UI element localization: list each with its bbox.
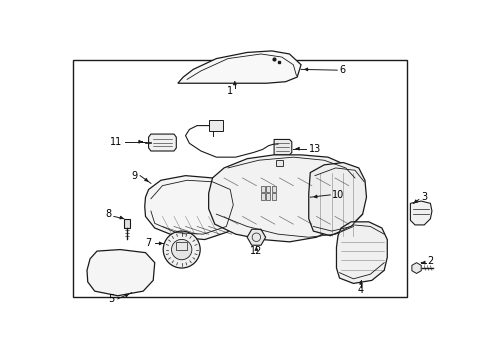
Polygon shape: [409, 201, 431, 225]
Bar: [123, 219, 130, 228]
Text: 9: 9: [131, 171, 138, 181]
Bar: [266, 186, 270, 192]
Text: 3: 3: [420, 192, 427, 202]
Bar: [176, 242, 187, 249]
Bar: [261, 186, 264, 192]
Text: 5: 5: [108, 294, 115, 304]
Bar: [271, 193, 275, 199]
Text: 8: 8: [105, 209, 111, 219]
Text: 4: 4: [357, 285, 364, 294]
Text: 7: 7: [145, 238, 151, 248]
Text: 11: 11: [110, 137, 122, 147]
Polygon shape: [87, 249, 154, 296]
Text: 1: 1: [227, 86, 233, 96]
Bar: [271, 186, 275, 192]
Bar: [276, 160, 282, 166]
Bar: [261, 193, 264, 199]
Bar: [266, 193, 270, 199]
Bar: [208, 120, 222, 131]
Polygon shape: [208, 155, 358, 242]
Bar: [73, 60, 407, 297]
Polygon shape: [336, 222, 386, 283]
Text: 13: 13: [308, 144, 320, 154]
Text: 2: 2: [427, 256, 433, 266]
Circle shape: [171, 239, 191, 260]
Text: 12: 12: [250, 246, 262, 256]
Polygon shape: [144, 176, 238, 239]
Text: 10: 10: [331, 190, 344, 200]
Text: 6: 6: [339, 65, 345, 75]
Polygon shape: [274, 139, 291, 155]
Polygon shape: [308, 163, 366, 236]
Circle shape: [163, 231, 200, 268]
Polygon shape: [148, 134, 176, 151]
Polygon shape: [178, 51, 301, 83]
